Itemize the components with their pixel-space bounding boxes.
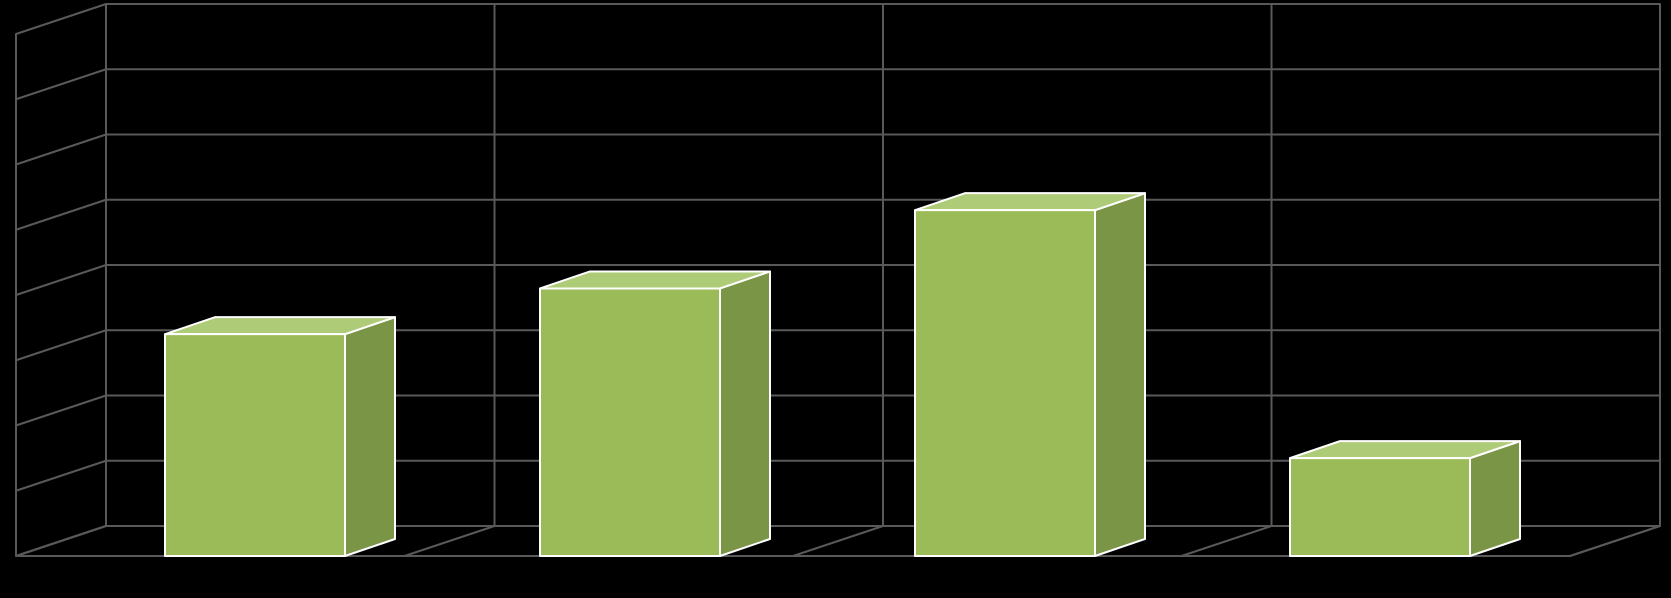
bar-1-front <box>540 288 720 556</box>
bar-0-side <box>345 317 395 556</box>
bar-0-front <box>165 334 345 556</box>
bar-1-side <box>720 271 770 556</box>
chart-svg <box>0 0 1671 598</box>
bar-2-side <box>1095 193 1145 556</box>
bar3d-chart <box>0 0 1671 598</box>
bar-1 <box>540 271 770 556</box>
bar-3-front <box>1290 458 1470 556</box>
bar-3-side <box>1470 441 1520 556</box>
bar-2 <box>915 193 1145 556</box>
bar-3 <box>1290 441 1520 556</box>
bar-0 <box>165 317 395 556</box>
bar-2-front <box>915 210 1095 556</box>
